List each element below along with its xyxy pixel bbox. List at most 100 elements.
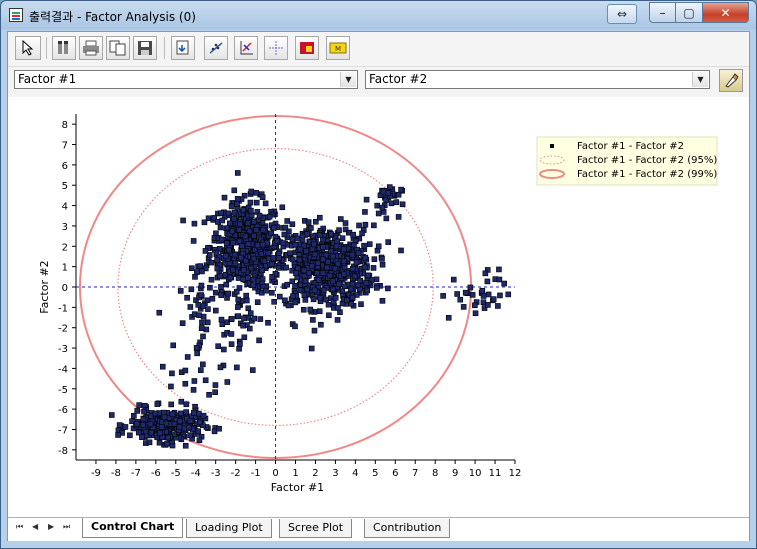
- chevron-down-icon[interactable]: ▼: [692, 72, 708, 87]
- data-point: [158, 424, 165, 430]
- tab-contribution[interactable]: Contribution: [364, 519, 451, 538]
- data-point: [259, 194, 266, 201]
- brush-icon[interactable]: [719, 69, 743, 92]
- minimize-button[interactable]: –: [649, 2, 676, 23]
- data-point: [301, 242, 307, 249]
- chevron-down-icon[interactable]: ▼: [340, 72, 356, 87]
- confidence-ellipse-95: [117, 148, 434, 426]
- memo-icon[interactable]: M: [326, 36, 350, 60]
- data-point: [212, 307, 219, 314]
- data-point: [216, 246, 223, 252]
- tab-scree-plot[interactable]: Scree Plot: [279, 519, 353, 538]
- chart-properties-icon[interactable]: [52, 36, 76, 60]
- data-point: [467, 284, 474, 291]
- data-label-icon[interactable]: [295, 36, 319, 60]
- data-point: [182, 380, 189, 387]
- data-point: [233, 288, 240, 295]
- data-point: [485, 302, 491, 308]
- y-tick-label: -6: [58, 405, 68, 416]
- data-point: [187, 304, 194, 310]
- data-point: [373, 276, 380, 283]
- data-point: [305, 219, 312, 225]
- data-point: [256, 212, 263, 219]
- data-point: [159, 363, 166, 370]
- data-point: [325, 301, 332, 308]
- data-point: [234, 201, 240, 207]
- data-point: [355, 250, 362, 257]
- data-point: [176, 418, 183, 425]
- close-button[interactable]: ✕: [702, 2, 749, 23]
- data-point: [231, 251, 238, 258]
- legend-entry: Factor #1 - Factor #2 (99%): [577, 169, 717, 180]
- data-point: [351, 242, 357, 248]
- x-tick-label: 11: [489, 468, 502, 479]
- data-point: [188, 286, 195, 293]
- data-point: [226, 220, 233, 227]
- x-tick-label: 2: [312, 468, 318, 479]
- data-point: [295, 265, 301, 272]
- y-tick-label: -8: [58, 446, 68, 457]
- data-point: [245, 241, 252, 247]
- trend-line-icon[interactable]: [204, 36, 228, 60]
- data-point: [388, 200, 395, 207]
- data-point: [336, 281, 343, 287]
- data-point: [200, 412, 207, 419]
- data-point: [265, 250, 272, 256]
- data-point: [257, 316, 264, 322]
- data-point: [310, 296, 317, 303]
- data-point: [218, 210, 224, 216]
- data-point: [183, 409, 189, 415]
- next-tab-icon[interactable]: ▶: [48, 522, 55, 531]
- swap-icon[interactable]: ⇔: [607, 4, 637, 24]
- copy-icon[interactable]: [106, 36, 130, 60]
- data-point: [320, 256, 326, 263]
- data-point: [342, 226, 349, 233]
- export-icon[interactable]: [171, 36, 195, 60]
- data-point: [440, 293, 446, 299]
- data-point: [250, 255, 257, 262]
- data-point: [495, 303, 501, 309]
- app-icon[interactable]: [9, 8, 23, 22]
- y-tick-label: 6: [62, 161, 68, 172]
- data-point: [383, 215, 390, 222]
- axis-scale-icon[interactable]: [234, 36, 258, 60]
- prev-tab-icon[interactable]: ◀: [32, 522, 39, 531]
- data-point: [247, 310, 254, 316]
- data-point: [136, 402, 142, 408]
- data-point: [385, 190, 392, 196]
- print-icon[interactable]: [79, 36, 103, 60]
- tab-loading-plot[interactable]: Loading Plot: [186, 519, 272, 538]
- data-point: [176, 424, 183, 430]
- data-point: [368, 277, 375, 283]
- first-tab-icon[interactable]: ⏮: [16, 522, 24, 531]
- data-point: [227, 274, 234, 281]
- data-point: [230, 239, 236, 246]
- pointer-icon[interactable]: [15, 36, 41, 60]
- data-point: [393, 199, 400, 205]
- data-point: [271, 225, 277, 231]
- tab-control-chart[interactable]: Control Chart: [82, 518, 184, 538]
- data-point: [213, 249, 220, 256]
- save-icon[interactable]: [133, 36, 157, 60]
- data-point: [362, 209, 368, 215]
- data-point: [334, 238, 341, 245]
- data-point: [200, 333, 206, 340]
- maximize-button[interactable]: ▢: [675, 2, 703, 23]
- last-tab-icon[interactable]: ⏭: [63, 522, 71, 531]
- data-point: [218, 292, 224, 298]
- data-point: [169, 370, 175, 377]
- data-point: [356, 222, 362, 229]
- data-point: [330, 286, 336, 293]
- y-factor-select[interactable]: Factor #2 ▼: [365, 70, 710, 89]
- data-point: [374, 202, 380, 209]
- data-point: [197, 263, 204, 269]
- title-bar[interactable]: 출력결과 - Factor Analysis (0) ⇔ – ▢ ✕: [1, 1, 756, 31]
- legend-entry: Factor #1 - Factor #2 (95%): [577, 155, 717, 166]
- crosshair-icon[interactable]: [264, 36, 288, 60]
- x-factor-select[interactable]: Factor #1 ▼: [14, 70, 358, 89]
- data-point: [223, 281, 230, 288]
- data-point: [365, 272, 371, 279]
- data-point: [310, 317, 316, 323]
- data-point: [269, 289, 275, 296]
